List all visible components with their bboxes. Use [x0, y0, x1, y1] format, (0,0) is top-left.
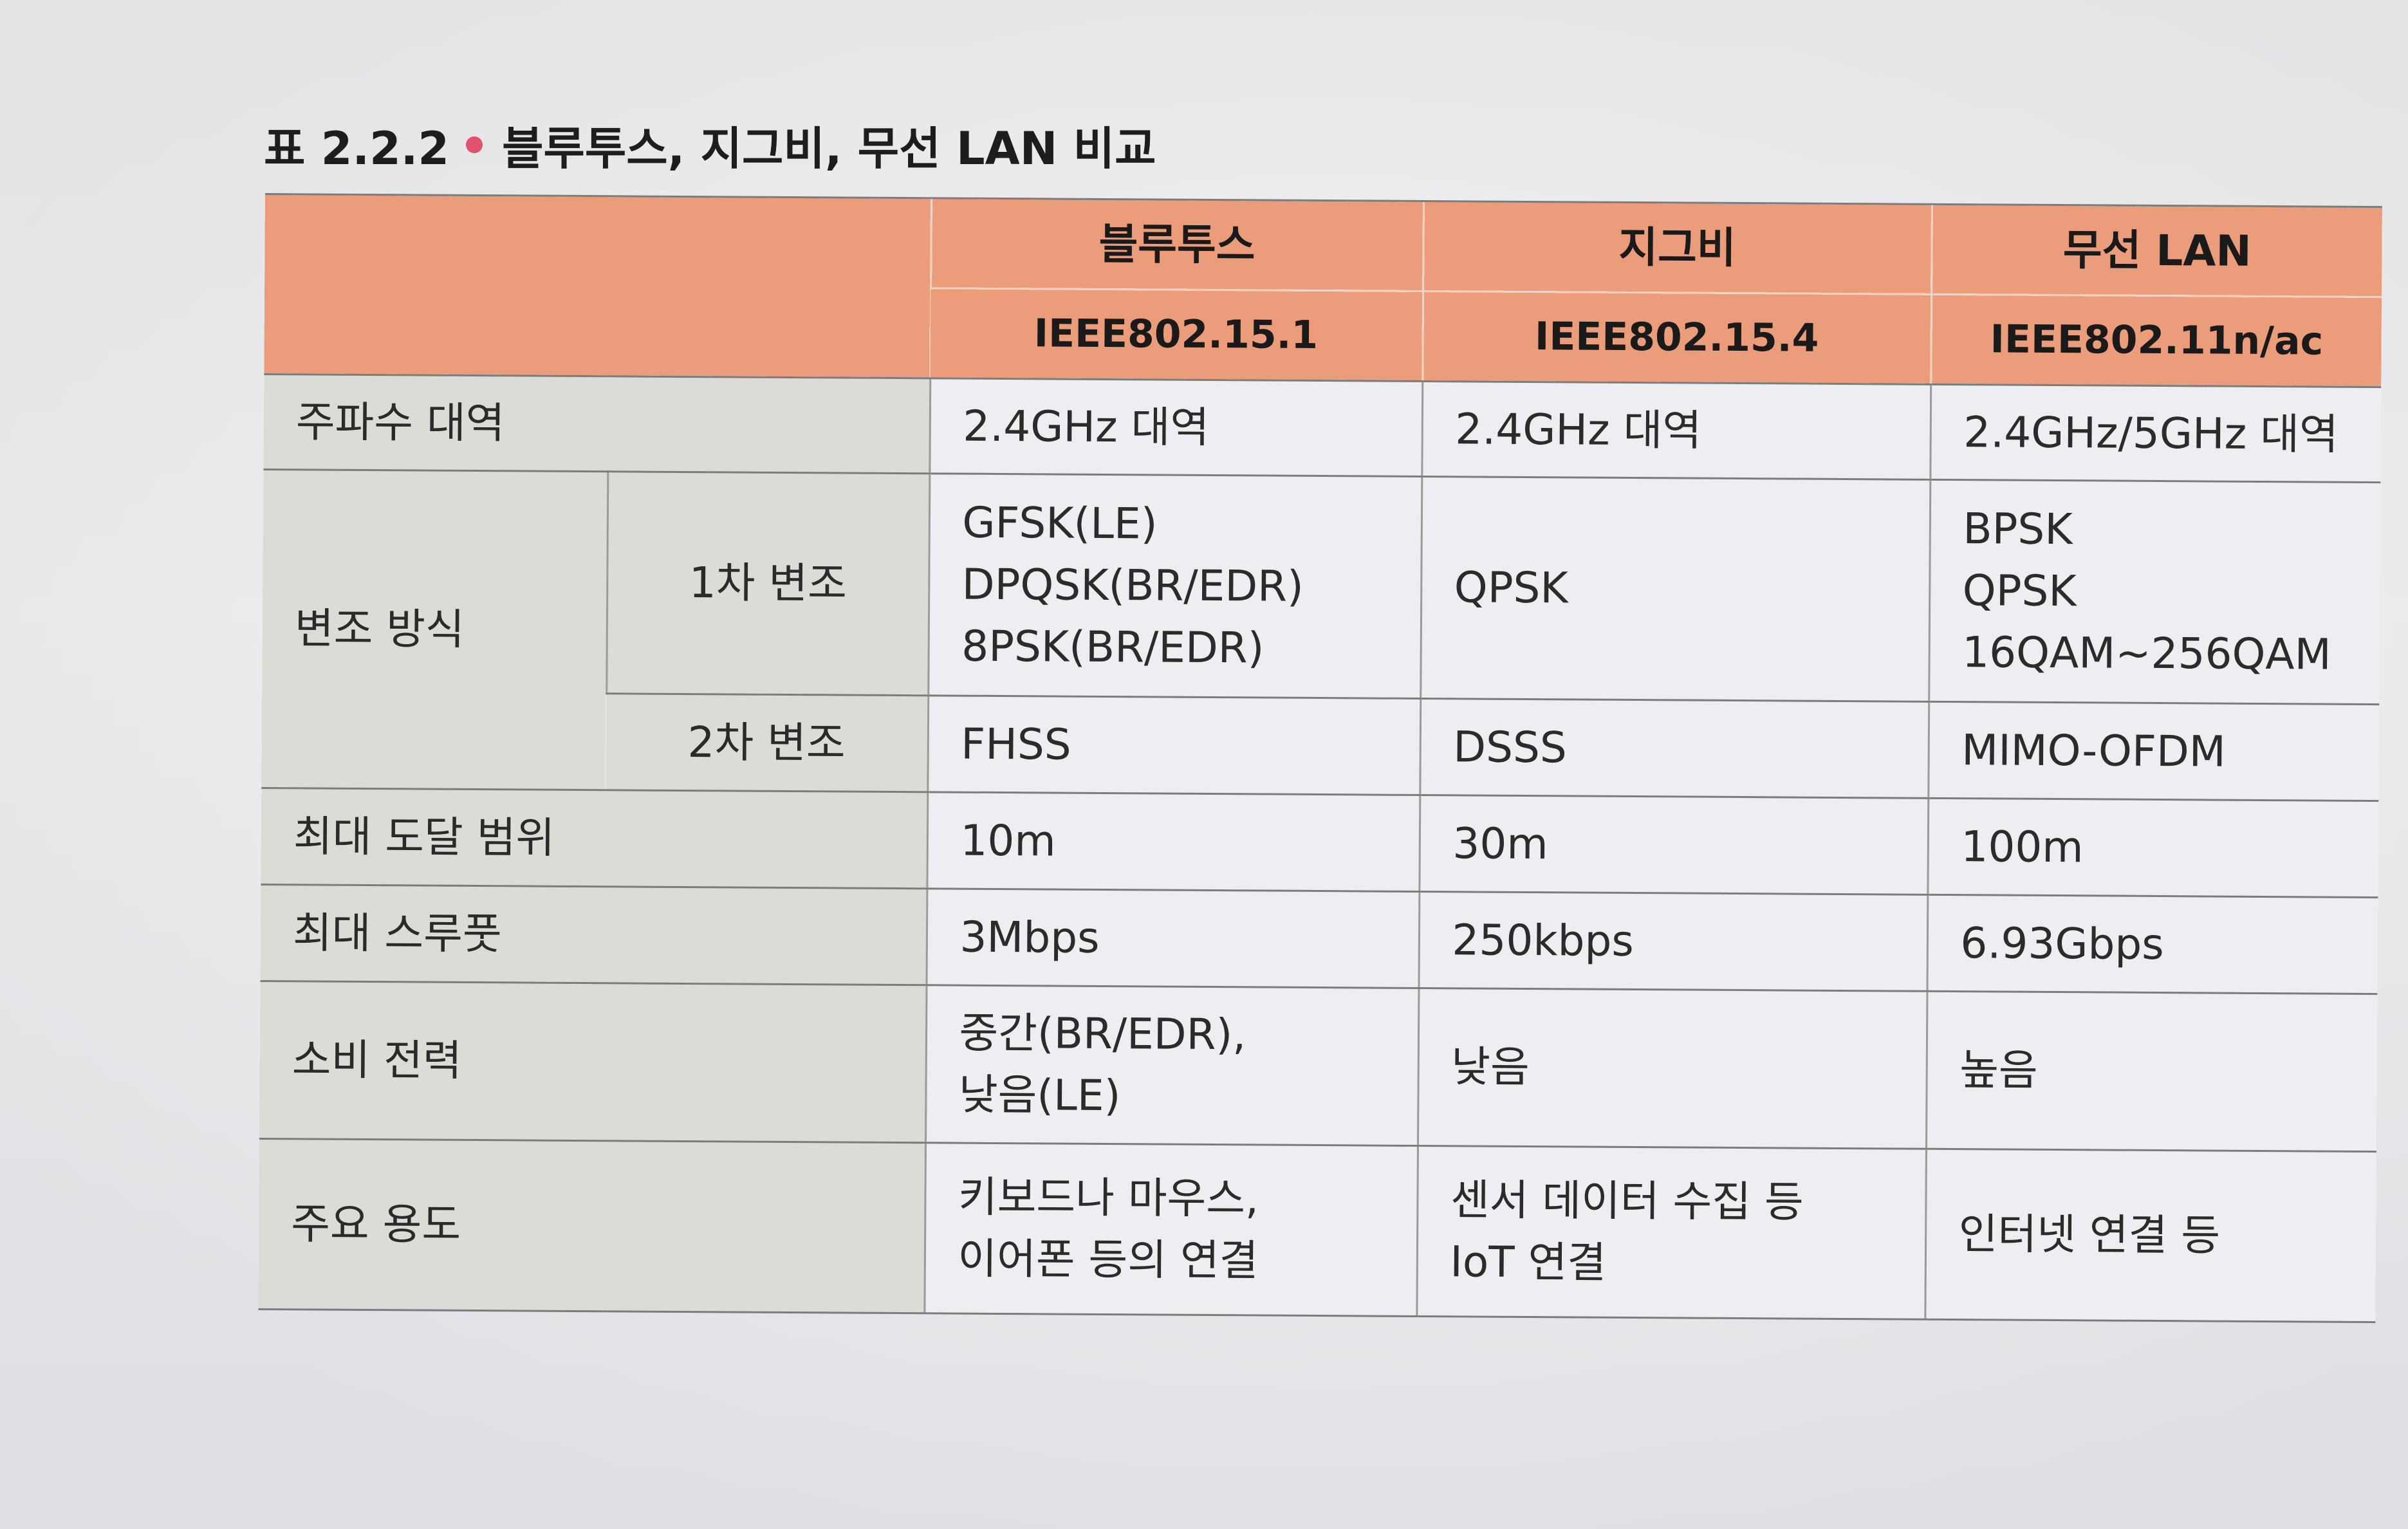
- cell-power-wlan: 높음: [1925, 991, 2378, 1152]
- list-item: 16QAM~256QAM: [1961, 627, 2331, 680]
- rowhead-frequency: 주파수 대역: [263, 374, 931, 474]
- subhead-primary-modulation: 1차 변조: [606, 471, 930, 696]
- rowhead-usage: 주요 용도: [258, 1138, 926, 1313]
- bullet-dot-icon: [466, 136, 483, 153]
- list-item: QPSK: [1454, 562, 1568, 613]
- list-item: 센서 데이터 수집 등: [1450, 1175, 1804, 1227]
- cell-range-wlan: 100m: [1927, 798, 2379, 898]
- cell-throughput-zigbee: 250kbps: [1418, 891, 1928, 992]
- cell-primary-wlan: BPSK QPSK 16QAM~256QAM: [1929, 479, 2381, 705]
- cell-range-bluetooth: 10m: [927, 792, 1420, 892]
- cell-primary-bluetooth: GFSK(LE) DPQSK(BR/EDR) 8PSK(BR/EDR): [928, 473, 1422, 699]
- list-item: 낮음: [1451, 1042, 1530, 1093]
- table-row-range: 최대 도달 범위 10m 30m 100m: [261, 788, 2379, 898]
- list-item: 키보드나 마우스,: [958, 1172, 1259, 1224]
- cell-secondary-wlan: MIMO-OFDM: [1928, 701, 2380, 801]
- table-title: 블루투스, 지그비, 무선 LAN 비교: [502, 122, 1156, 175]
- list-item: 8PSK(BR/EDR): [961, 621, 1264, 673]
- cell-power-zigbee: 낮음: [1417, 988, 1927, 1149]
- list-item: BPSK: [1963, 504, 2073, 555]
- cell-frequency-zigbee: 2.4GHz 대역: [1422, 381, 1931, 480]
- table-row-usage: 주요 용도 키보드나 마우스, 이어폰 등의 연결 센서 데이터 수집 등 Io…: [258, 1138, 2376, 1322]
- cell-frequency-wlan: 2.4GHz/5GHz 대역: [1930, 384, 2382, 483]
- cell-power-bluetooth: 중간(BR/EDR), 낮음(LE): [925, 985, 1419, 1146]
- subhead-secondary-modulation: 2차 변조: [606, 693, 929, 792]
- cell-secondary-zigbee: DSSS: [1420, 698, 1929, 799]
- cell-throughput-wlan: 6.93Gbps: [1927, 894, 2378, 994]
- cell-usage-wlan: 인터넷 연결 등: [1925, 1149, 2376, 1322]
- rowhead-power: 소비 전력: [259, 981, 927, 1143]
- list-item: DPQSK(BR/EDR): [961, 559, 1304, 612]
- list-item: 인터넷 연결 등: [1958, 1209, 2221, 1261]
- rowhead-modulation: 변조 방식: [261, 469, 608, 790]
- list-item: GFSK(LE): [962, 498, 1158, 549]
- rowhead-throughput: 최대 스루풋: [260, 884, 927, 985]
- table-row-throughput: 최대 스루풋 3Mbps 250kbps 6.93Gbps: [260, 884, 2378, 994]
- cell-primary-zigbee: QPSK: [1420, 476, 1931, 702]
- cell-range-zigbee: 30m: [1419, 795, 1929, 895]
- comparison-table: 블루투스 지그비 무선 LAN IEEE802.15.1 IEEE802.15.…: [258, 193, 2382, 1323]
- header-zigbee: 지그비: [1423, 201, 1932, 295]
- table-row-modulation-primary: 변조 방식 1차 변조 GFSK(LE) DPQSK(BR/EDR) 8PSK(…: [261, 469, 2381, 790]
- cell-usage-bluetooth: 키보드나 마우스, 이어폰 등의 연결: [924, 1142, 1418, 1317]
- standard-wireless-lan: IEEE802.11n/ac: [1931, 294, 2382, 387]
- header-corner-cell: [264, 194, 931, 378]
- comparison-table-wrapper: 블루투스 지그비 무선 LAN IEEE802.15.1 IEEE802.15.…: [258, 193, 2382, 1323]
- cell-frequency-bluetooth: 2.4GHz 대역: [929, 378, 1423, 477]
- list-item: 높음: [1959, 1045, 2038, 1096]
- table-row-power: 소비 전력 중간(BR/EDR), 낮음(LE) 낮음 높음: [259, 981, 2378, 1152]
- standard-bluetooth: IEEE802.15.1: [930, 288, 1423, 382]
- cell-secondary-bluetooth: FHSS: [927, 695, 1421, 795]
- standard-zigbee: IEEE802.15.4: [1422, 291, 1932, 385]
- header-row-names: 블루투스 지그비 무선 LAN: [264, 194, 2382, 378]
- list-item: 중간(BR/EDR),: [959, 1008, 1246, 1060]
- header-bluetooth: 블루투스: [931, 198, 1423, 292]
- table-caption: 표 2.2.2 블루투스, 지그비, 무선 LAN 비교: [264, 109, 1156, 180]
- cell-throughput-bluetooth: 3Mbps: [926, 888, 1420, 988]
- table-row-frequency: 주파수 대역 2.4GHz 대역 2.4GHz 대역 2.4GHz/5GHz 대…: [263, 374, 2382, 483]
- table-number: 표 2.2.2: [264, 122, 450, 175]
- list-item: 낮음(LE): [958, 1070, 1121, 1121]
- header-wireless-lan: 무선 LAN: [1931, 204, 2382, 297]
- cell-usage-zigbee: 센서 데이터 수집 등 IoT 연결: [1416, 1145, 1926, 1320]
- list-item: 이어폰 등의 연결: [958, 1234, 1259, 1286]
- rowhead-range: 최대 도달 범위: [261, 788, 928, 889]
- list-item: IoT 연결: [1450, 1237, 1607, 1288]
- list-item: QPSK: [1962, 566, 2077, 616]
